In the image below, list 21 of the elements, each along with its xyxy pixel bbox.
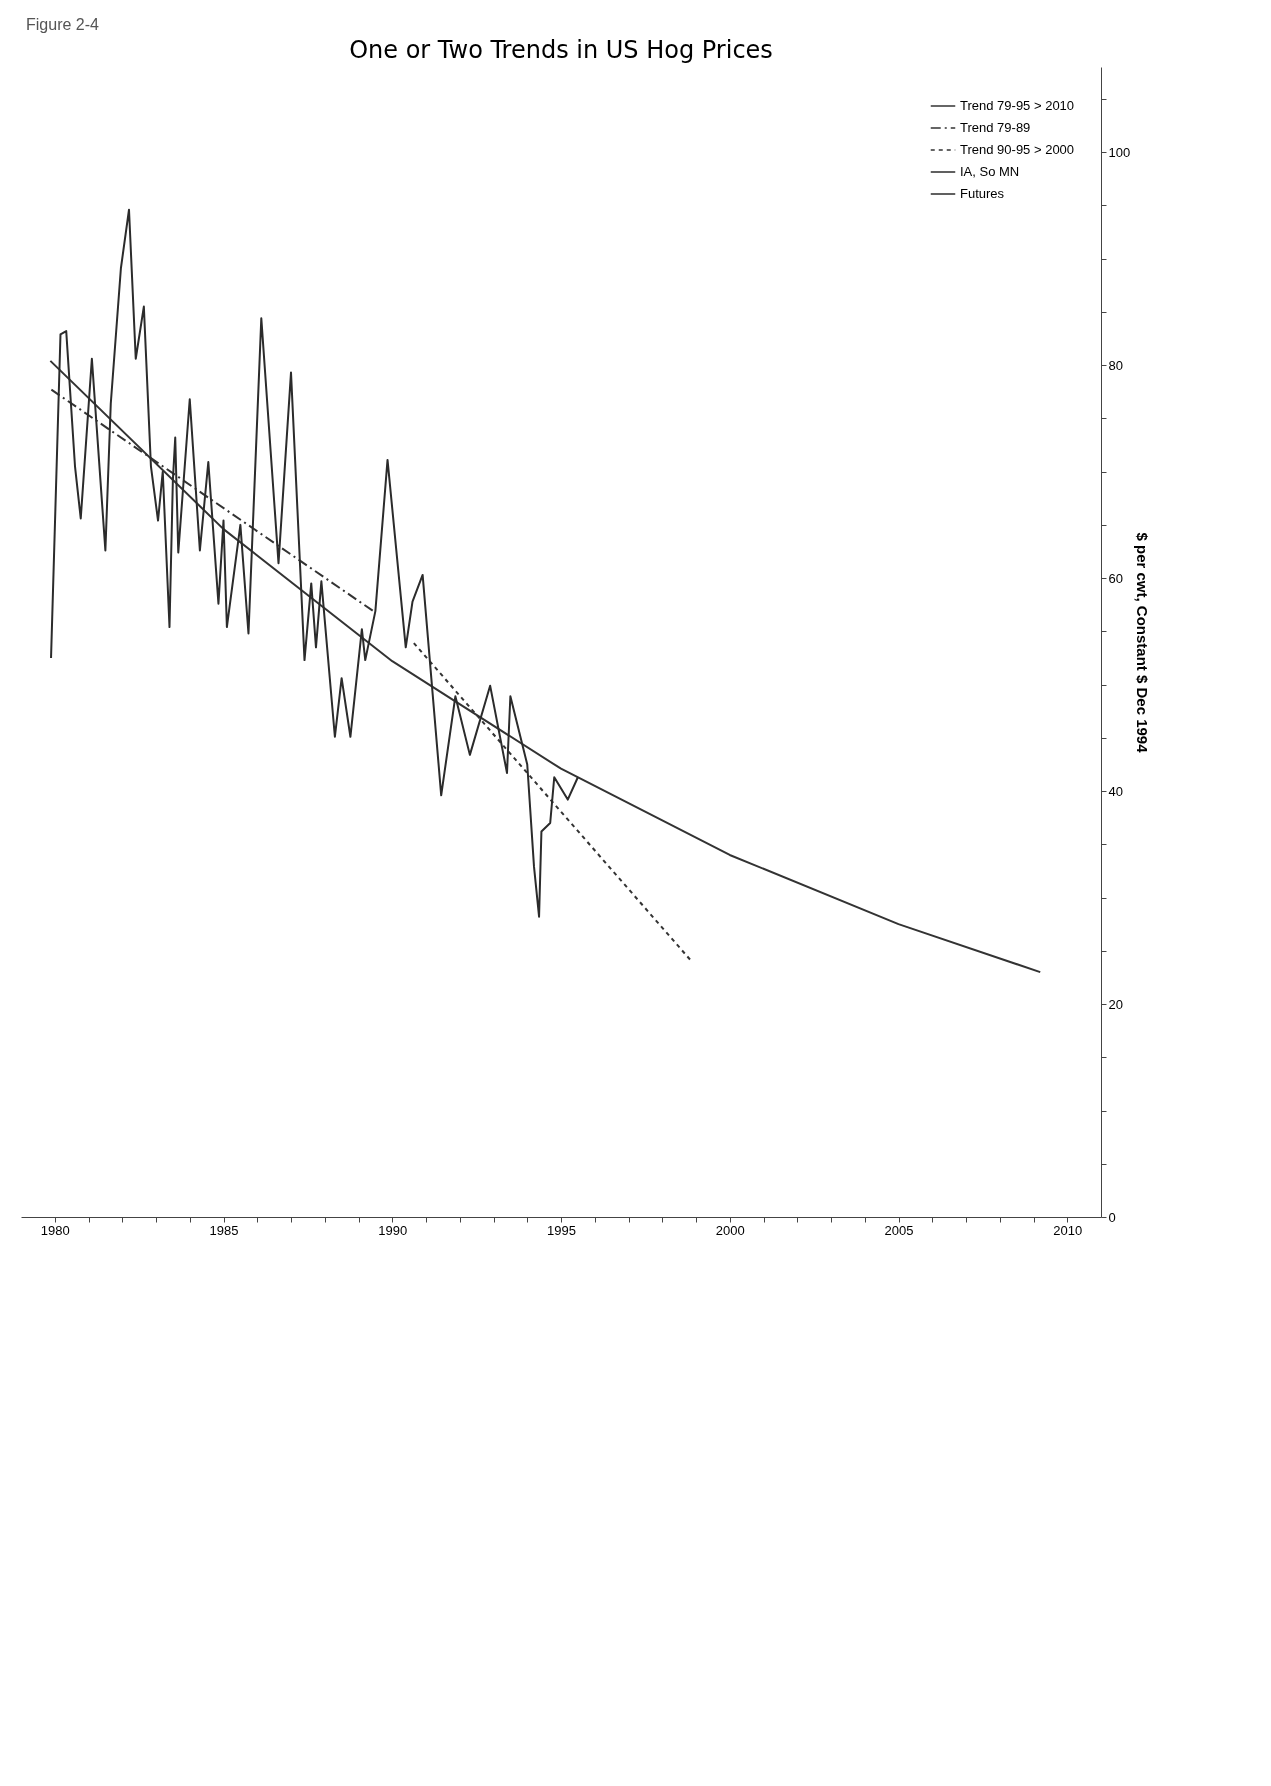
- y-tick-label: 60: [1108, 570, 1123, 586]
- x-tick-label: 1980: [40, 1222, 70, 1238]
- x-tick-label: 2005: [884, 1222, 914, 1238]
- y-tick-label: 40: [1108, 783, 1123, 799]
- y-tick-label: 20: [1108, 996, 1123, 1012]
- x-tick-label: 2000: [715, 1222, 745, 1238]
- caption: Figure 2-4: [26, 16, 99, 33]
- y-tick-label: 100: [1108, 144, 1131, 160]
- x-tick-label: 2010: [1053, 1222, 1083, 1238]
- y-tick-label: 80: [1108, 357, 1123, 373]
- y-axis-title: $ per cwt, Constant $ Dec 1994: [1134, 532, 1152, 754]
- legend-label: IA, So MN: [960, 164, 1020, 179]
- x-tick-label: 1985: [209, 1222, 239, 1238]
- legend-label: Futures: [960, 186, 1005, 201]
- legend-label: Trend 90-95 > 2000: [960, 142, 1075, 157]
- legend-label: Trend 79-95 > 2010: [960, 98, 1075, 113]
- x-tick-label: 1995: [547, 1222, 576, 1238]
- y-tick-label: 0: [1108, 1209, 1116, 1225]
- legend-label: Trend 79-89: [960, 120, 1031, 135]
- x-tick-label: 1990: [378, 1222, 408, 1238]
- chart-title: One or Two Trends in US Hog Prices: [349, 36, 773, 64]
